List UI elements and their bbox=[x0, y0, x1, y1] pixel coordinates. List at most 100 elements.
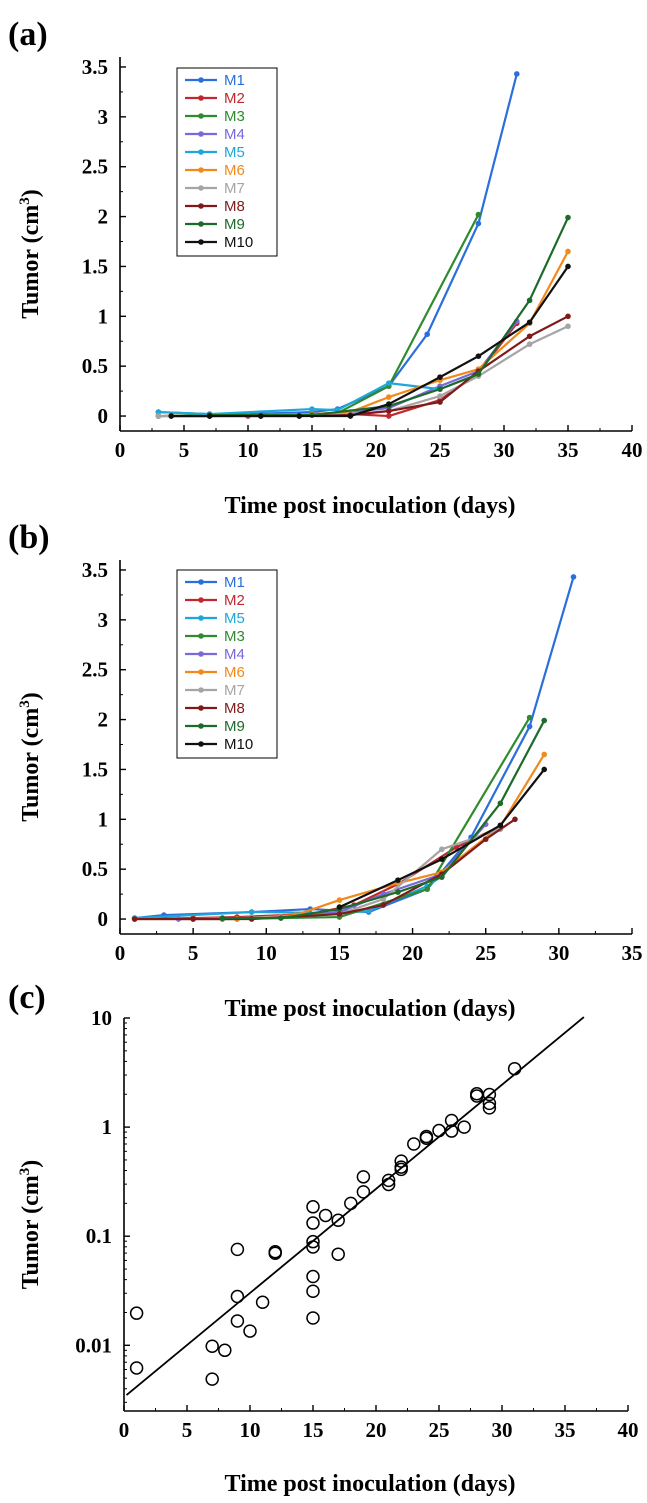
data-point bbox=[526, 723, 533, 730]
y-tick-label: 3.5 bbox=[82, 55, 108, 79]
y-axis-title: Tumor (cm3) bbox=[17, 692, 44, 822]
data-point bbox=[541, 751, 548, 758]
legend-label: M2 bbox=[224, 592, 245, 609]
data-point bbox=[131, 916, 138, 922]
data-point bbox=[475, 211, 482, 218]
scatter-point bbox=[331, 1213, 345, 1228]
series-M2 bbox=[155, 320, 520, 419]
series-M5 bbox=[155, 371, 482, 417]
scatter-point bbox=[394, 1154, 408, 1168]
scatter-point bbox=[306, 1234, 320, 1249]
legend-label: M5 bbox=[224, 610, 245, 627]
series-line bbox=[158, 373, 479, 416]
y-tick-label: 2.5 bbox=[82, 155, 108, 179]
data-point bbox=[365, 908, 372, 914]
legend-label: M9 bbox=[224, 718, 245, 735]
data-point bbox=[424, 886, 431, 892]
data-point bbox=[482, 836, 489, 843]
scatter-point bbox=[243, 1324, 257, 1338]
scatter-point bbox=[306, 1311, 320, 1325]
scatter-point bbox=[306, 1240, 320, 1254]
legend-label: M1 bbox=[224, 574, 245, 591]
x-tick-label: 15 bbox=[329, 941, 350, 965]
scatter-point bbox=[356, 1170, 371, 1184]
data-point bbox=[206, 413, 213, 419]
scatter-point bbox=[381, 1173, 396, 1188]
series-line bbox=[158, 320, 518, 418]
panel-label: (c) bbox=[8, 979, 46, 1016]
data-point bbox=[497, 822, 504, 829]
scatter-point bbox=[218, 1343, 232, 1358]
scatter-point bbox=[482, 1087, 497, 1102]
data-point bbox=[541, 766, 548, 773]
scatter-point bbox=[394, 1160, 408, 1174]
data-point bbox=[168, 413, 174, 419]
x-axis-title: Time post inoculation (days) bbox=[225, 493, 516, 519]
x-tick-label: 40 bbox=[618, 1418, 639, 1442]
data-point bbox=[424, 331, 431, 338]
y-tick-label: 0.01 bbox=[75, 1333, 112, 1357]
y-tick-label: 1.5 bbox=[82, 757, 108, 781]
scatter-point bbox=[381, 1177, 396, 1192]
y-tick-label: 10 bbox=[91, 1006, 112, 1030]
scatter-point bbox=[255, 1295, 270, 1310]
data-point bbox=[439, 846, 445, 853]
x-tick-label: 20 bbox=[366, 1418, 387, 1442]
series-line bbox=[134, 818, 516, 921]
legend-label: M3 bbox=[224, 628, 245, 645]
data-point bbox=[336, 904, 343, 910]
x-tick-label: 40 bbox=[622, 438, 643, 462]
scatter-point bbox=[331, 1247, 345, 1261]
legend-label: M6 bbox=[224, 162, 245, 179]
data-point bbox=[541, 717, 548, 724]
legend-marker bbox=[198, 615, 204, 621]
data-point bbox=[395, 877, 401, 883]
legend-label: M1 bbox=[224, 72, 245, 89]
series-M9 bbox=[219, 717, 548, 921]
y-tick-label: 2.5 bbox=[82, 658, 108, 682]
scatter-point bbox=[444, 1124, 459, 1138]
data-point bbox=[475, 353, 482, 360]
legend-label: M2 bbox=[224, 90, 245, 107]
legend-marker bbox=[198, 149, 204, 155]
x-tick-label: 15 bbox=[303, 1418, 324, 1442]
scatter-point bbox=[230, 1314, 245, 1328]
data-point bbox=[258, 413, 264, 419]
chart-panel-1: (a) 0 5 10 15 20 25 30 35 40 0 0.5 1 1.5 2 2.5 3 3.5 Time … bbox=[8, 16, 643, 519]
scatter-point bbox=[482, 1096, 497, 1111]
legend-label: M10 bbox=[224, 234, 253, 251]
scatter-point bbox=[482, 1101, 497, 1115]
scatter-point bbox=[432, 1123, 446, 1138]
legend-label: M6 bbox=[224, 664, 245, 681]
data-point bbox=[380, 902, 387, 908]
data-point bbox=[514, 71, 520, 77]
legend-marker bbox=[198, 741, 204, 747]
data-point bbox=[526, 333, 533, 340]
y-tick-label: 3 bbox=[98, 608, 109, 632]
data-point bbox=[565, 248, 571, 255]
data-point bbox=[336, 911, 343, 917]
series-line bbox=[158, 322, 518, 418]
data-point bbox=[526, 297, 533, 304]
series-M4 bbox=[155, 318, 520, 419]
y-tick-label: 0 bbox=[98, 404, 109, 428]
data-point bbox=[439, 856, 445, 862]
y-tick-label: 1 bbox=[98, 304, 109, 328]
legend-marker bbox=[198, 687, 204, 693]
x-tick-label: 20 bbox=[402, 941, 423, 965]
legend-marker bbox=[198, 221, 204, 227]
series-line bbox=[158, 325, 569, 418]
x-tick-label: 5 bbox=[188, 941, 199, 965]
x-axis-title: Time post inoculation (days) bbox=[225, 996, 516, 1022]
legend-marker bbox=[198, 239, 204, 245]
y-tick-label: 3.5 bbox=[82, 558, 108, 582]
y-tick-label: 1 bbox=[98, 807, 109, 831]
legend-marker bbox=[198, 167, 204, 173]
x-tick-label: 10 bbox=[238, 438, 259, 462]
data-point bbox=[526, 319, 533, 326]
legend-marker bbox=[198, 77, 204, 83]
scatter-point bbox=[407, 1137, 421, 1151]
